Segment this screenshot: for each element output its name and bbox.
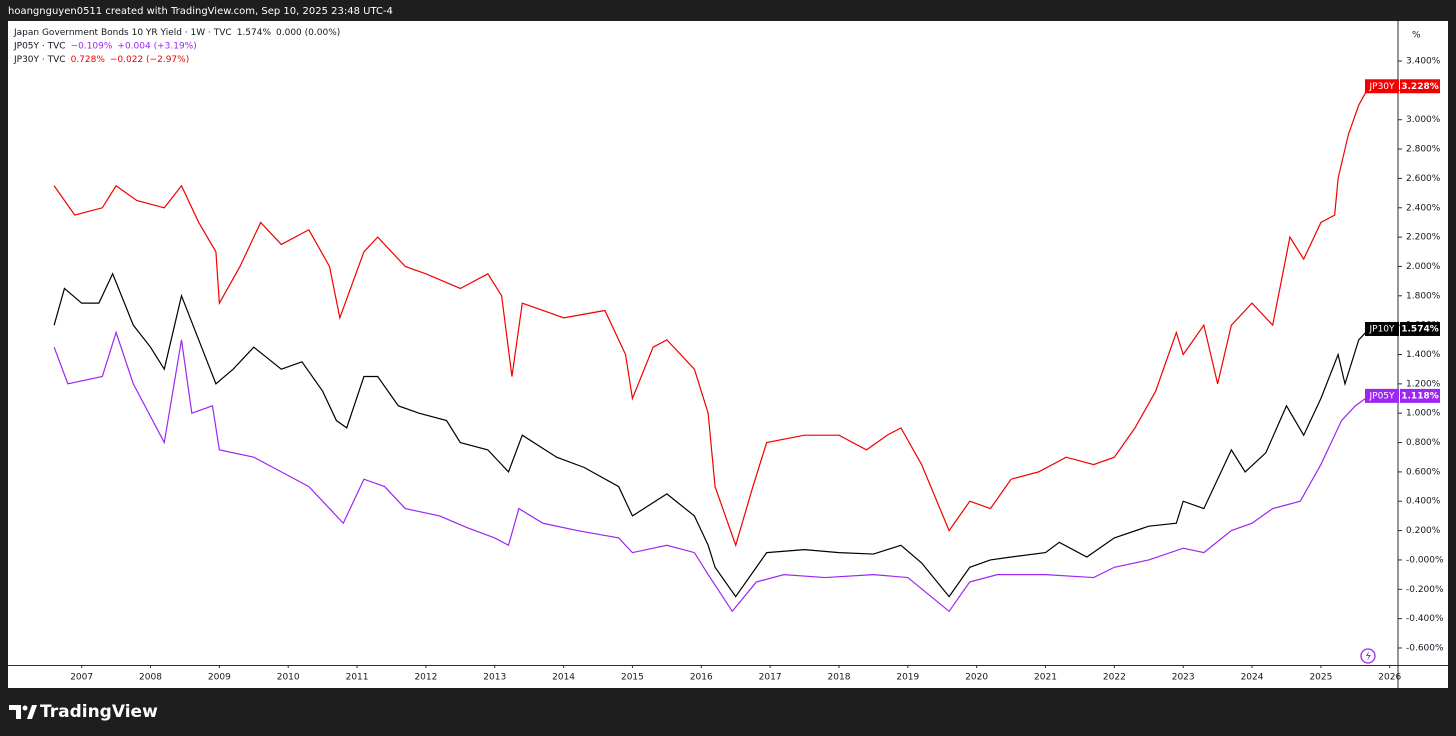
y-tick-label: -0.000% [1406, 555, 1444, 565]
credit: hoangnguyen0511 created with TradingView… [8, 6, 393, 17]
legend-value: −0.109% [71, 41, 113, 51]
y-tick-label: 1.400% [1406, 350, 1441, 360]
y-tick-label: 2.600% [1406, 174, 1441, 184]
x-tick-label: 2026 [1378, 673, 1401, 683]
legend-entry: JP05Y · TVC −0.109% +0.004 (+3.19%) [13, 41, 197, 51]
series-line [53, 272, 1370, 598]
legend-title: JP05Y · TVC [13, 41, 66, 51]
price-tag-name: JP10Y [1368, 324, 1395, 334]
price-tag-value: 1.118% [1401, 391, 1439, 401]
legend-title: Japan Government Bonds 10 YR Yield · 1W … [13, 28, 232, 38]
price-tag-value: 3.228% [1401, 82, 1439, 92]
price-tag-name-bg [1365, 388, 1399, 403]
legend-change: +0.004 (+3.19%) [117, 41, 196, 51]
y-unit: % [1412, 31, 1421, 41]
x-tick-label: 2011 [346, 673, 369, 683]
legend-value: 0.728% [71, 55, 106, 65]
x-tick-label: 2012 [414, 673, 437, 683]
y-tick-label: 2.200% [1406, 233, 1441, 243]
x-tick-label: 2021 [1034, 673, 1057, 683]
x-tick-label: 2009 [208, 673, 231, 683]
x-tick-label: 2022 [1103, 673, 1126, 683]
y-tick-label: -0.200% [1406, 585, 1444, 595]
legend-change: −0.022 (−2.97%) [110, 55, 189, 65]
y-tick-label: 1.200% [1406, 379, 1441, 389]
y-tick-label: 0.600% [1406, 467, 1441, 477]
legend-entry: Japan Government Bonds 10 YR Yield · 1W … [13, 28, 340, 38]
legend-title: JP30Y · TVC [13, 55, 66, 65]
y-tick-label: 1.000% [1406, 409, 1441, 419]
chart-area [8, 21, 1448, 688]
y-tick-label: 0.200% [1406, 526, 1441, 536]
x-tick-label: 2007 [70, 673, 93, 683]
x-tick-label: 2025 [1309, 673, 1332, 683]
legend-change: 0.000 (0.00%) [276, 28, 340, 38]
y-tick-label: 2.000% [1406, 262, 1441, 272]
price-tag-name-bg [1365, 321, 1399, 336]
price-tag-value-bg [1400, 321, 1440, 336]
x-tick-label: 2016 [690, 673, 713, 683]
price-tag-value-bg [1400, 79, 1440, 94]
x-tick-label: 2010 [277, 673, 300, 683]
price-tag-name: JP05Y [1368, 391, 1395, 401]
y-tick-label: 0.800% [1406, 438, 1441, 448]
y-tick-label: 1.800% [1406, 291, 1441, 301]
price-tag-value-bg [1400, 388, 1440, 403]
y-tick-label: -0.400% [1406, 614, 1444, 624]
x-tick-label: 2024 [1241, 673, 1264, 683]
x-tick-label: 2014 [552, 673, 575, 683]
x-tick-label: 2008 [139, 673, 162, 683]
y-tick-label: 2.400% [1406, 203, 1441, 213]
y-tick-label: -0.600% [1406, 643, 1444, 653]
x-tick-label: 2013 [483, 673, 506, 683]
y-tick-label: 0.400% [1406, 497, 1441, 507]
x-tick-label: 2017 [759, 673, 782, 683]
y-tick-label: 3.000% [1406, 115, 1441, 125]
brand: TradingView [40, 702, 158, 722]
x-tick-label: 2018 [828, 673, 851, 683]
series-line [53, 330, 1370, 613]
y-tick-label: 2.800% [1406, 145, 1441, 155]
x-tick-label: 2019 [896, 673, 919, 683]
price-tag-value: 1.574% [1401, 324, 1439, 334]
legend-value: 1.574% [237, 28, 272, 38]
legend-entry: JP30Y · TVC 0.728% −0.022 (−2.97%) [13, 55, 189, 65]
x-tick-label: 2023 [1172, 673, 1195, 683]
x-tick-label: 2020 [965, 673, 988, 683]
y-tick-label: 3.400% [1406, 57, 1441, 67]
brand-logo [9, 705, 37, 719]
series-line [53, 85, 1370, 548]
x-tick-label: 2015 [621, 673, 644, 683]
lightning-icon [1360, 648, 1376, 664]
price-tag-name: JP30Y [1368, 82, 1395, 92]
price-tag-name-bg [1365, 79, 1399, 94]
